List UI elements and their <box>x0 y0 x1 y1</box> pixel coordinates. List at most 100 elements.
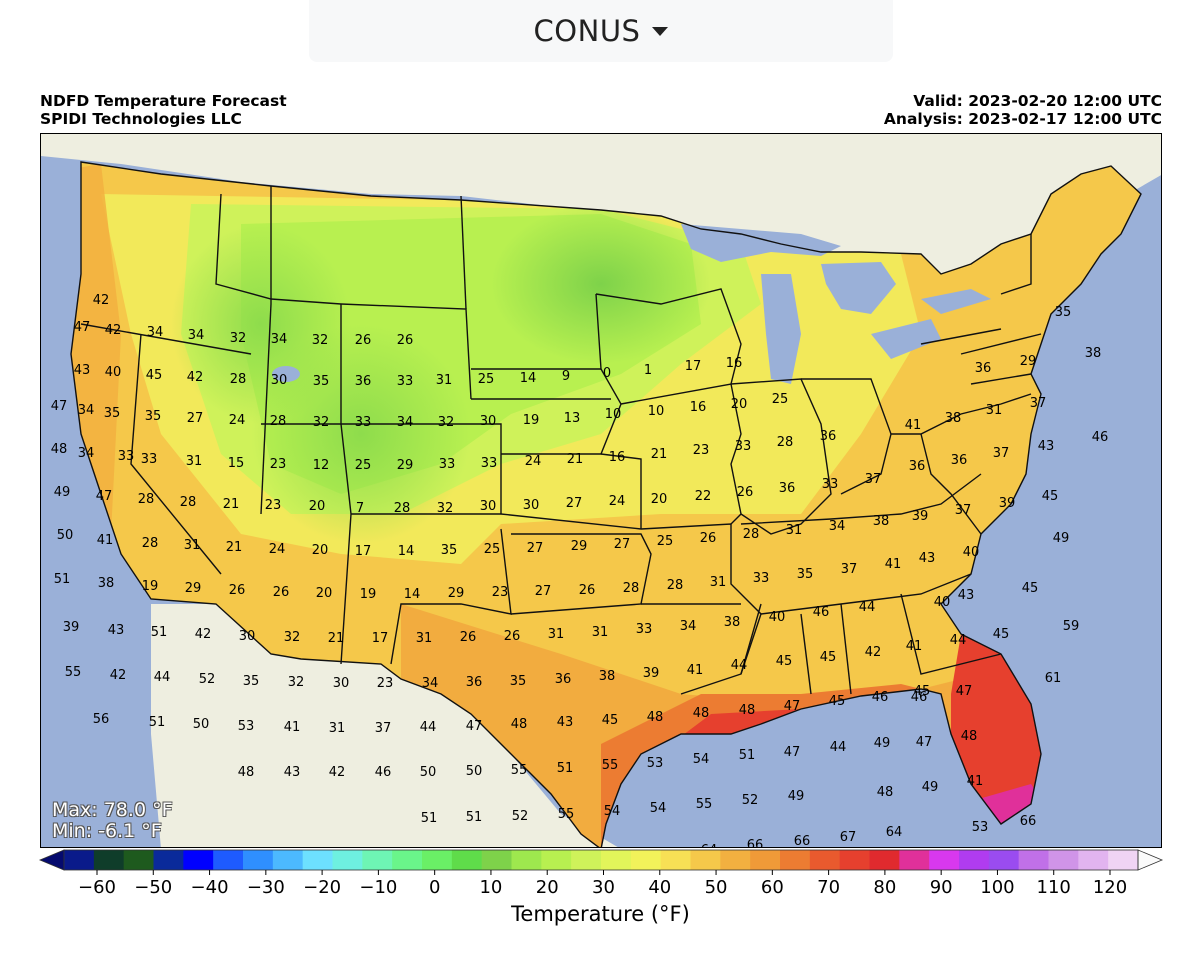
temperature-label: 20 <box>651 492 668 507</box>
temperature-label: 45 <box>776 654 793 669</box>
region-select-dropdown[interactable]: CONUS <box>309 0 893 62</box>
valid-time: Valid: 2023-02-20 12:00 UTC <box>913 92 1162 110</box>
temperature-label: 39 <box>912 509 929 524</box>
colorbar-tick-label: 120 <box>1093 877 1127 898</box>
temperature-label: 20 <box>309 499 326 514</box>
colorbar-tick-label: −50 <box>134 877 172 898</box>
temperature-label: 55 <box>558 807 575 822</box>
temperature-label: 47 <box>784 699 801 714</box>
colorbar-segment <box>571 850 602 870</box>
temperature-label: 44 <box>420 720 437 735</box>
temperature-label: 40 <box>934 595 951 610</box>
colorbar-tick-label: −20 <box>303 877 341 898</box>
temperature-label: 42 <box>329 765 346 780</box>
temperature-label: 51 <box>149 715 166 730</box>
forecast-title: NDFD Temperature Forecast <box>40 92 287 110</box>
temperature-label: 27 <box>535 584 552 599</box>
temperature-label: 53 <box>647 756 664 771</box>
temperature-label: 46 <box>911 690 928 705</box>
temperature-label: 31 <box>436 373 453 388</box>
temperature-label: 37 <box>1030 396 1047 411</box>
temperature-colorbar: −60 −50 −40 −30 −20 −10 0 10 20 30 40 50 60 70 80 90 100… <box>38 849 1164 898</box>
colorbar-segment <box>511 850 542 870</box>
temperature-label: 61 <box>1045 671 1062 686</box>
colorbar-high-extend <box>1137 849 1164 871</box>
colorbar-segment <box>332 850 363 870</box>
temperature-label: 31 <box>186 454 203 469</box>
temperature-label: 51 <box>54 572 71 587</box>
temperature-label: 47 <box>956 684 973 699</box>
temperature-label: 37 <box>955 503 972 518</box>
temperature-label: 21 <box>651 447 668 462</box>
colorbar-segment <box>422 850 453 870</box>
temperature-label: 21 <box>223 497 240 512</box>
temperature-label: 55 <box>696 797 713 812</box>
colorbar-segment <box>362 850 393 870</box>
temperature-label: 10 <box>605 407 622 422</box>
temperature-label: 26 <box>504 629 521 644</box>
temperature-label: 24 <box>269 542 286 557</box>
temperature-label: 44 <box>154 670 171 685</box>
temperature-label: 40 <box>769 610 786 625</box>
temperature-label: 31 <box>184 538 201 553</box>
temperature-label: 35 <box>510 674 527 689</box>
temperature-label: 48 <box>877 785 894 800</box>
temperature-label: 45 <box>1042 489 1059 504</box>
temperature-label: 42 <box>110 668 127 683</box>
temperature-label: 30 <box>523 498 540 513</box>
colorbar-tick-label: 10 <box>479 877 502 898</box>
colorbar-segment <box>1108 850 1139 870</box>
temperature-label: 34 <box>147 325 164 340</box>
temperature-label: 51 <box>421 811 438 826</box>
temperature-map: 42 47 42 34 34 32 34 32 26 26 43 40 45 42 28 30 35 36 33 31… <box>40 133 1162 848</box>
temperature-label: 39 <box>643 666 660 681</box>
temperature-label: 26 <box>700 531 717 546</box>
temperature-label: 27 <box>614 537 631 552</box>
colorbar-segment <box>183 850 214 870</box>
temperature-label: 26 <box>229 583 246 598</box>
colorbar-segment <box>660 850 691 870</box>
temperature-label: 34 <box>422 676 439 691</box>
temperature-label: 50 <box>420 765 437 780</box>
temperature-label: 29 <box>448 586 465 601</box>
temperature-label: 64 <box>701 843 718 848</box>
temperature-label: 34 <box>188 328 205 343</box>
colorbar-segment <box>959 850 990 870</box>
temperature-label: 34 <box>680 619 697 634</box>
temperature-stats: Max: 78.0 °F Min: -6.1 °F <box>52 800 173 842</box>
temperature-label: 28 <box>230 372 247 387</box>
colorbar-segment <box>93 850 125 870</box>
temperature-label: 52 <box>199 672 216 687</box>
temperature-label: 52 <box>512 809 529 824</box>
temperature-label: 41 <box>687 663 704 678</box>
temperature-label: 10 <box>648 404 665 419</box>
temperature-label: 44 <box>731 658 748 673</box>
temperature-label: 31 <box>592 625 609 640</box>
colorbar-segment <box>809 850 841 870</box>
temperature-label: 47 <box>916 735 933 750</box>
temperature-label: 33 <box>822 477 839 492</box>
temperature-label: 33 <box>481 456 498 471</box>
colorbar-segment <box>720 850 751 870</box>
temperature-label: 41 <box>885 557 902 572</box>
data-source: SPIDI Technologies LLC <box>40 110 242 128</box>
temperature-label: 28 <box>270 414 287 429</box>
temperature-label: 31 <box>329 721 346 736</box>
temperature-label: 29 <box>1020 354 1037 369</box>
temperature-label: 41 <box>905 418 922 433</box>
temperature-label: 43 <box>919 551 936 566</box>
temperature-label: 48 <box>238 765 255 780</box>
temperature-label: 36 <box>820 429 837 444</box>
temperature-label: 28 <box>667 578 684 593</box>
temperature-label: 16 <box>690 400 707 415</box>
analysis-time: Analysis: 2023-02-17 12:00 UTC <box>883 110 1162 128</box>
temperature-label: 14 <box>398 544 415 559</box>
temperature-label: 52 <box>742 793 759 808</box>
temperature-label: 50 <box>193 717 210 732</box>
temperature-label: 67 <box>840 830 857 845</box>
temperature-label: 48 <box>51 442 68 457</box>
temperature-label: 36 <box>779 481 796 496</box>
colorbar-tick-label: 0 <box>429 877 440 898</box>
temperature-label: 37 <box>993 446 1010 461</box>
colorbar-segment <box>153 850 184 870</box>
